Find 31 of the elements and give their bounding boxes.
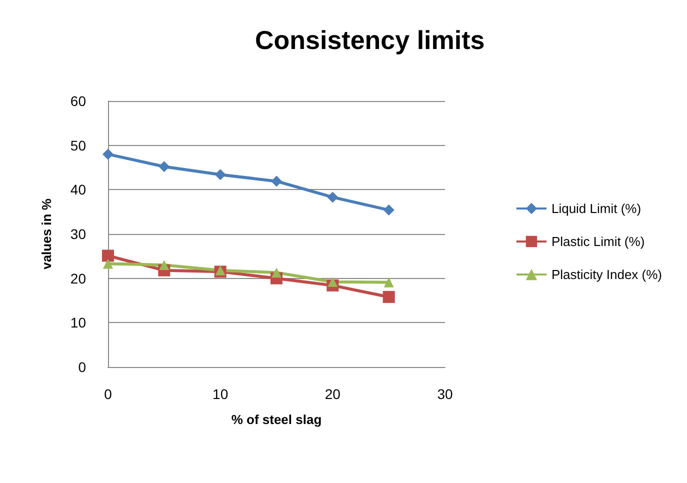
x-tick-label: 10 xyxy=(212,386,228,402)
point xyxy=(327,192,338,203)
y-tick-label: 40 xyxy=(70,182,86,198)
point xyxy=(271,176,282,187)
y-tick-label: 10 xyxy=(70,314,86,331)
point xyxy=(328,276,338,287)
point xyxy=(214,169,226,180)
y-tick-label: 50 xyxy=(70,137,86,154)
x-axis-title: % of steel slag xyxy=(231,412,322,427)
y-tick-label: 0 xyxy=(78,359,86,375)
y-tick-label: 60 xyxy=(70,93,86,109)
x-tick-label: 20 xyxy=(324,386,341,402)
point xyxy=(103,258,113,269)
x-tick-label: 30 xyxy=(437,386,453,402)
chart-title: Consistency limits xyxy=(255,25,485,55)
y-tick-label: 30 xyxy=(70,226,86,242)
legend-label: Plasticity Index (%) xyxy=(551,267,662,282)
point xyxy=(384,277,394,288)
x-tick-label: 0 xyxy=(104,386,112,402)
point xyxy=(272,268,282,278)
point xyxy=(215,265,226,276)
y-axis-title: values in % xyxy=(39,198,54,270)
point xyxy=(102,148,114,160)
point xyxy=(383,204,394,216)
point xyxy=(158,161,170,172)
point xyxy=(159,260,170,270)
point xyxy=(382,290,395,303)
point xyxy=(102,250,114,262)
legend-label: Plastic Limit (%) xyxy=(551,234,645,249)
y-tick-label: 20 xyxy=(70,270,86,286)
legend-label: Liquid Limit (%) xyxy=(551,201,642,216)
